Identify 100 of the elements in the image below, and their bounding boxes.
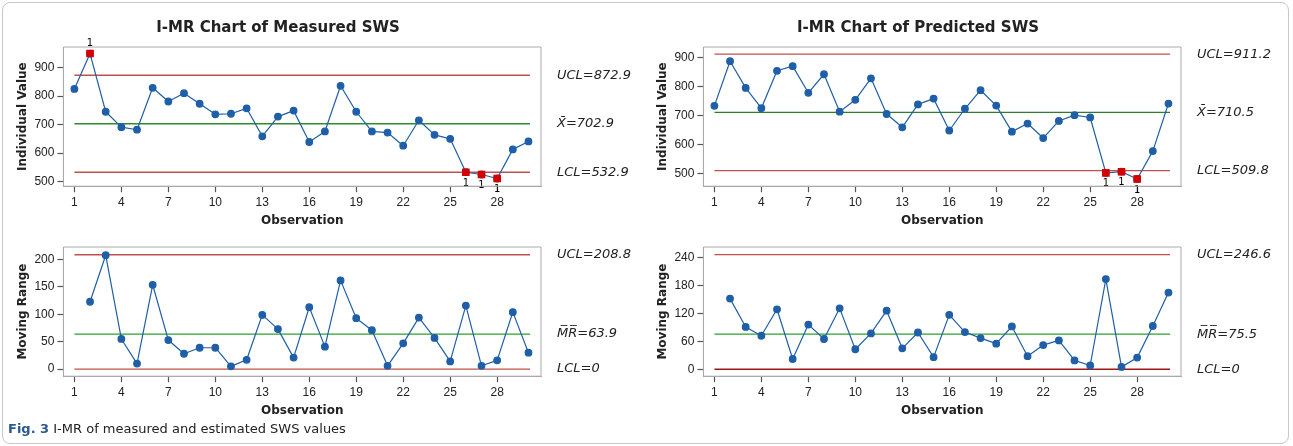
point [835, 304, 844, 313]
ref-line-label: M̅R̅=75.5 [1197, 325, 1258, 341]
y-tick-label: 700 [34, 116, 55, 131]
point [289, 353, 298, 362]
point [414, 313, 423, 322]
point [274, 325, 282, 334]
point [1117, 363, 1126, 371]
annotation: 1 [478, 179, 485, 191]
point [726, 294, 734, 303]
x-tick-label: 19 [349, 194, 364, 209]
point [399, 141, 408, 150]
y-tick-label: 900 [34, 59, 55, 74]
point [929, 353, 938, 362]
point [976, 86, 985, 95]
point [461, 301, 470, 310]
point [851, 95, 860, 104]
x-tick-label: 13 [895, 194, 910, 209]
point [242, 355, 251, 364]
point [945, 126, 954, 135]
point [305, 303, 314, 312]
point [1039, 341, 1048, 349]
point [1164, 288, 1173, 297]
y-tick-label: 150 [34, 279, 55, 294]
y-tick-label: 120 [674, 305, 695, 320]
y-tick-label: 800 [674, 78, 695, 93]
x-tick-label: 16 [942, 194, 957, 209]
point [117, 335, 126, 343]
point [352, 314, 361, 323]
y-tick-label: 600 [34, 145, 55, 160]
point [867, 74, 875, 83]
point [117, 123, 126, 132]
x-tick-label: 7 [804, 194, 812, 209]
point [914, 328, 922, 337]
point [1086, 113, 1095, 122]
point [446, 357, 455, 366]
point [180, 89, 188, 98]
point [367, 326, 376, 335]
point [1101, 275, 1110, 283]
point [929, 94, 938, 103]
point [867, 329, 875, 338]
point [820, 70, 828, 79]
point [757, 331, 766, 340]
point [788, 62, 797, 71]
annotation: 1 [1102, 177, 1110, 189]
point [835, 107, 844, 116]
point [741, 83, 750, 92]
y-tick-label: 700 [674, 107, 695, 122]
point [195, 343, 204, 352]
point [101, 107, 110, 116]
caption: Fig. 3 I-MR of measured and estimated SWS values [8, 421, 346, 436]
point [757, 104, 766, 113]
point [945, 310, 954, 319]
ref-line-label: UCL=246.6 [1197, 246, 1271, 261]
point [804, 320, 813, 329]
point [1054, 336, 1063, 345]
point [524, 348, 533, 357]
point [726, 57, 734, 66]
x-tick-label: 16 [942, 384, 957, 399]
x-tick-label: 1 [711, 194, 719, 209]
point [992, 101, 1001, 110]
x-tick-label: 10 [208, 384, 223, 399]
point [274, 112, 282, 121]
point [227, 362, 235, 371]
x-tick-label: 1 [711, 384, 719, 399]
point [258, 310, 267, 319]
x-tick-label: 22 [396, 384, 411, 399]
y-axis-title: Moving Range [15, 263, 30, 360]
x-tick-label: 10 [848, 194, 863, 209]
ref-line-label: X̄=702.9 [556, 115, 615, 131]
x-tick-label: 16 [302, 194, 317, 209]
point [70, 85, 79, 93]
y-tick-label: 900 [674, 49, 695, 64]
point [898, 123, 907, 132]
point [305, 138, 314, 146]
x-tick-label: 13 [255, 384, 270, 399]
point [1023, 119, 1032, 128]
x-tick-label: 25 [443, 194, 458, 209]
y-tick-label: 60 [681, 333, 695, 348]
x-tick-label: 22 [1036, 194, 1051, 209]
ref-line-label: LCL=532.9 [557, 163, 629, 179]
x-tick-label: 25 [1083, 194, 1098, 209]
y-tick-label: 0 [47, 361, 55, 376]
ref-line-label: UCL=911.2 [1197, 45, 1271, 61]
point [430, 130, 439, 139]
point [336, 276, 345, 285]
ref-line-label: LCL=0 [1197, 360, 1240, 376]
x-tick-label: 4 [118, 194, 126, 209]
x-tick-label: 10 [848, 384, 863, 399]
point [227, 109, 235, 118]
y-tick-label: 600 [674, 136, 695, 151]
point [976, 334, 985, 342]
point [1054, 117, 1063, 125]
point [961, 104, 969, 113]
ref-line-label: M̅R̅=63.9 [557, 325, 618, 341]
point [773, 305, 781, 314]
ref-line-label: LCL=509.8 [1197, 161, 1269, 177]
point [741, 323, 750, 331]
annotation: 1 [86, 37, 94, 49]
point [211, 343, 220, 352]
point [242, 104, 251, 113]
